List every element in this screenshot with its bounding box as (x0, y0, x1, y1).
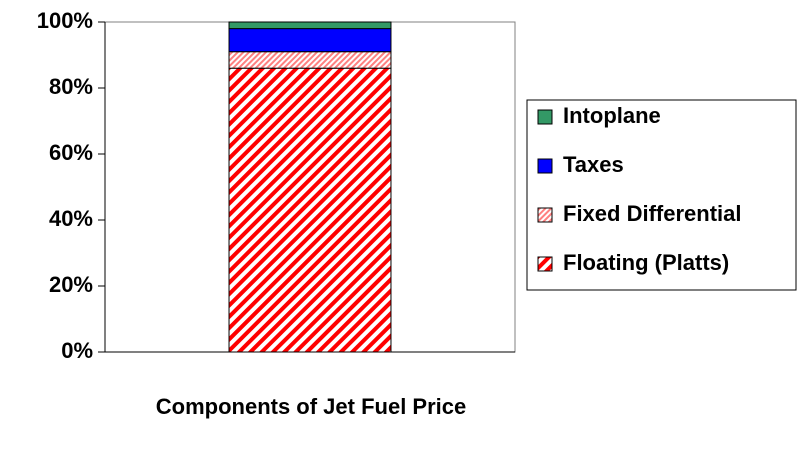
y-tick-label: 80% (49, 74, 93, 99)
bar-segment (228, 67, 392, 353)
legend-swatch (537, 109, 553, 125)
y-tick-label: 40% (49, 206, 93, 231)
y-tick-label: 20% (49, 272, 93, 297)
bar-segment (228, 28, 392, 53)
legend-swatch (537, 207, 553, 223)
legend-box (526, 99, 797, 291)
y-tick-label: 60% (49, 140, 93, 165)
legend-swatch (537, 256, 553, 272)
legend-label: Taxes (563, 152, 624, 177)
legend-label: Intoplane (563, 103, 661, 128)
x-category-label: Components of Jet Fuel Price (155, 394, 467, 419)
bar-segment (228, 21, 392, 30)
legend-label: Fixed Differential (563, 201, 741, 226)
legend-swatch (537, 158, 553, 174)
y-tick-label: 0% (61, 338, 93, 363)
legend-label: Floating (Platts) (563, 250, 729, 275)
y-tick-label: 100% (37, 8, 93, 33)
bar-segment (228, 51, 392, 69)
